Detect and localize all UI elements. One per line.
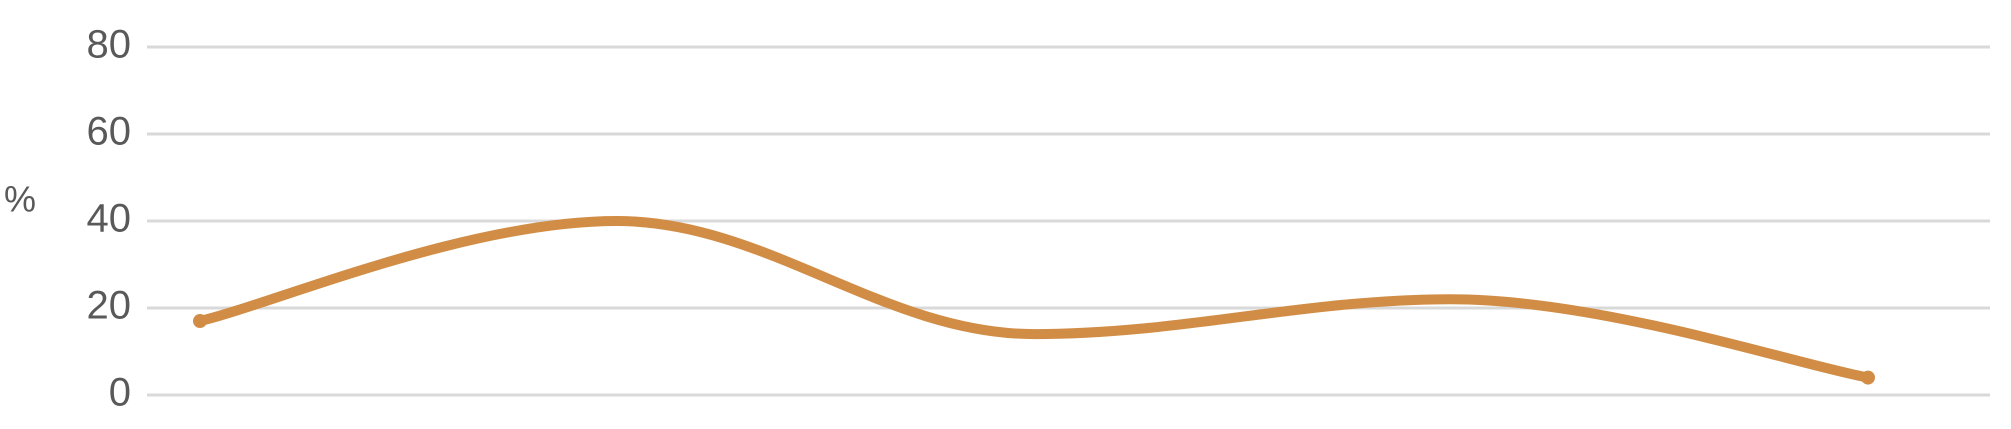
y-tick-label: 20 — [87, 284, 132, 328]
data-point-endpoint — [1861, 370, 1875, 385]
y-tick-label: 80 — [87, 23, 132, 67]
y-axis-ticks: 0 20 40 60 80 — [87, 23, 132, 415]
series-line-0 — [195, 216, 1873, 383]
data-point-endpoint — [193, 314, 207, 329]
gridlines — [147, 45, 1990, 397]
y-tick-label: 0 — [109, 371, 131, 415]
y-axis-label: % — [4, 179, 36, 220]
series-layer — [193, 216, 1875, 385]
y-tick-label: 40 — [87, 197, 132, 241]
y-tick-label: 60 — [87, 110, 132, 154]
